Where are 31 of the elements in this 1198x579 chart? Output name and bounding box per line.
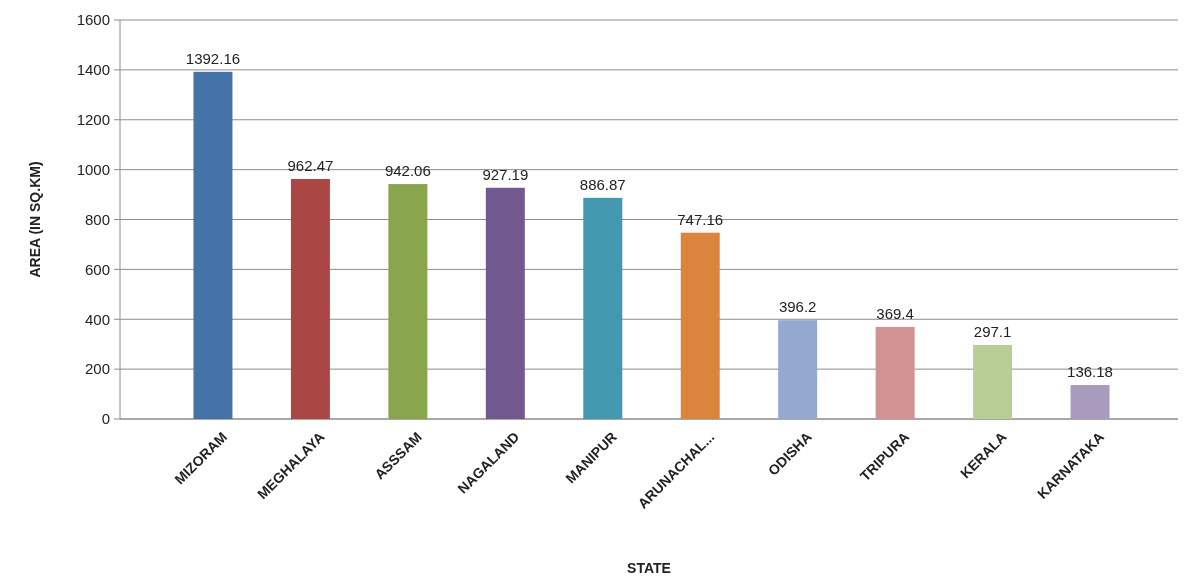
y-tick-label: 400 — [84, 310, 110, 328]
y-tick-label: 1200 — [76, 111, 110, 128]
y-tick-label: 800 — [84, 210, 110, 228]
y-tick-label: 1600 — [76, 11, 110, 29]
y-tick-label: 200 — [84, 360, 110, 378]
y-tick-label: 1000 — [76, 160, 110, 178]
data-label: 396.2 — [778, 298, 817, 316]
bar — [388, 184, 428, 419]
data-label: 369.4 — [876, 304, 914, 322]
data-label: 927.19 — [482, 165, 529, 183]
data-label: 1392.16 — [185, 49, 241, 67]
bar — [1070, 385, 1110, 419]
y-tick-label: 1400 — [76, 61, 110, 79]
bar — [973, 344, 1013, 419]
bar — [193, 71, 233, 419]
data-label: 136.18 — [1067, 363, 1113, 381]
bar — [290, 178, 330, 419]
y-axis-title: AREA (IN SQ.KM) — [27, 161, 43, 278]
y-tick-label: 0 — [101, 410, 110, 428]
data-label: 297.1 — [973, 322, 1012, 340]
y-tick-label: 600 — [84, 260, 110, 278]
data-label: 886.87 — [579, 175, 626, 193]
bar — [875, 326, 915, 419]
bar — [778, 320, 818, 419]
bar — [680, 232, 720, 419]
data-label: 942.06 — [384, 162, 431, 180]
data-label: 962.47 — [287, 156, 334, 174]
bar — [583, 197, 623, 419]
bar — [485, 187, 525, 419]
data-label: 747.16 — [677, 210, 724, 228]
x-axis-title: STATE — [627, 560, 671, 576]
